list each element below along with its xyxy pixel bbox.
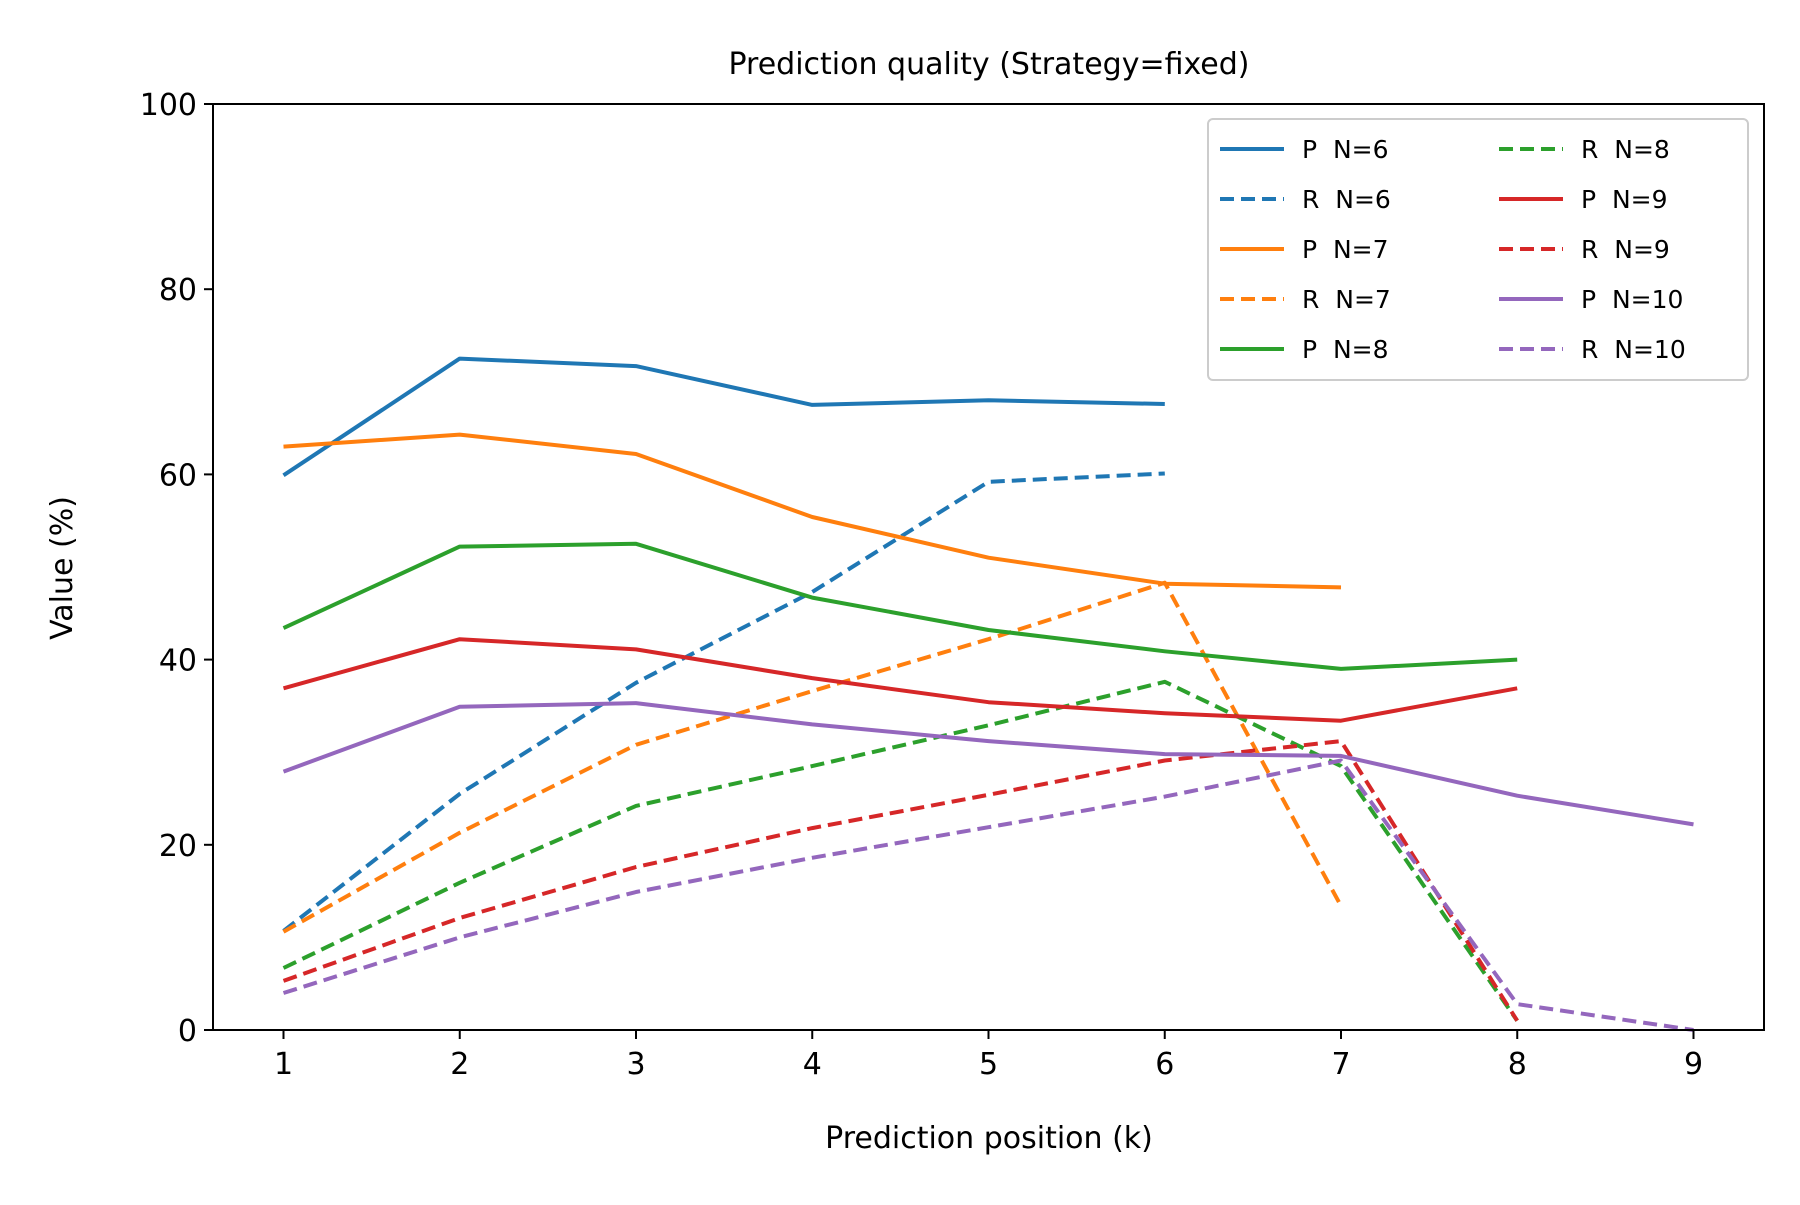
chart-title: Prediction quality (Strategy=fixed): [728, 47, 1249, 82]
series-line-6: [282, 679, 1519, 1022]
y-tick-label-0: 0: [178, 1014, 197, 1049]
x-tick-label-8: 8: [1508, 1047, 1527, 1082]
x-tick-label-5: 5: [979, 1047, 998, 1082]
legend-label-6: R N=8: [1581, 135, 1670, 164]
x-tick-label-4: 4: [803, 1047, 822, 1082]
legend-label-1: P N=6: [1302, 135, 1389, 164]
y-tick-label-60: 60: [159, 458, 197, 493]
legend-label-7: P N=9: [1581, 185, 1668, 214]
x-tick-label-6: 6: [1155, 1047, 1174, 1082]
y-tick-label-80: 80: [159, 273, 197, 308]
legend-label-8: R N=9: [1581, 235, 1670, 264]
x-tick-label-1: 1: [274, 1047, 293, 1082]
legend-label-10: R N=10: [1581, 335, 1686, 364]
legend-label-2: R N=6: [1302, 185, 1391, 214]
series-line-5: [282, 541, 1518, 671]
legend: P N=6 R N=6 P N=7 R N=7 P N=8 R N=8 P N=9 R N=9…: [1207, 118, 1749, 381]
y-tick-label-20: 20: [159, 829, 197, 864]
legend-label-4: R N=7: [1302, 285, 1391, 314]
series-line-10: [282, 758, 1694, 1032]
series-line-1: [282, 356, 1165, 477]
series-line-2: [282, 471, 1165, 933]
y-tick-label-100: 100: [140, 88, 197, 123]
x-tick-label-9: 9: [1684, 1047, 1703, 1082]
series-line-9: [282, 701, 1694, 827]
y-tick-label-40: 40: [159, 644, 197, 679]
series-line-4: [282, 580, 1343, 934]
legend-label-5: P N=8: [1302, 335, 1389, 364]
x-tick-label-3: 3: [626, 1047, 645, 1082]
series-line-7: [282, 637, 1518, 723]
plot-area: [282, 356, 1694, 1032]
x-axis-label: Prediction position (k): [825, 1121, 1153, 1156]
axes: 1 2 3 4 5 6 7 8 9 0 20 40 60 80 100: [140, 88, 1765, 1082]
x-tick-label-2: 2: [450, 1047, 469, 1082]
legend-box: [1207, 118, 1749, 381]
legend-label-9: P N=10: [1581, 285, 1683, 314]
series-line-8: [282, 739, 1519, 1022]
x-tick-label-7: 7: [1331, 1047, 1350, 1082]
legend-label-3: P N=7: [1302, 235, 1389, 264]
y-axis-label: Value (%): [45, 496, 80, 640]
